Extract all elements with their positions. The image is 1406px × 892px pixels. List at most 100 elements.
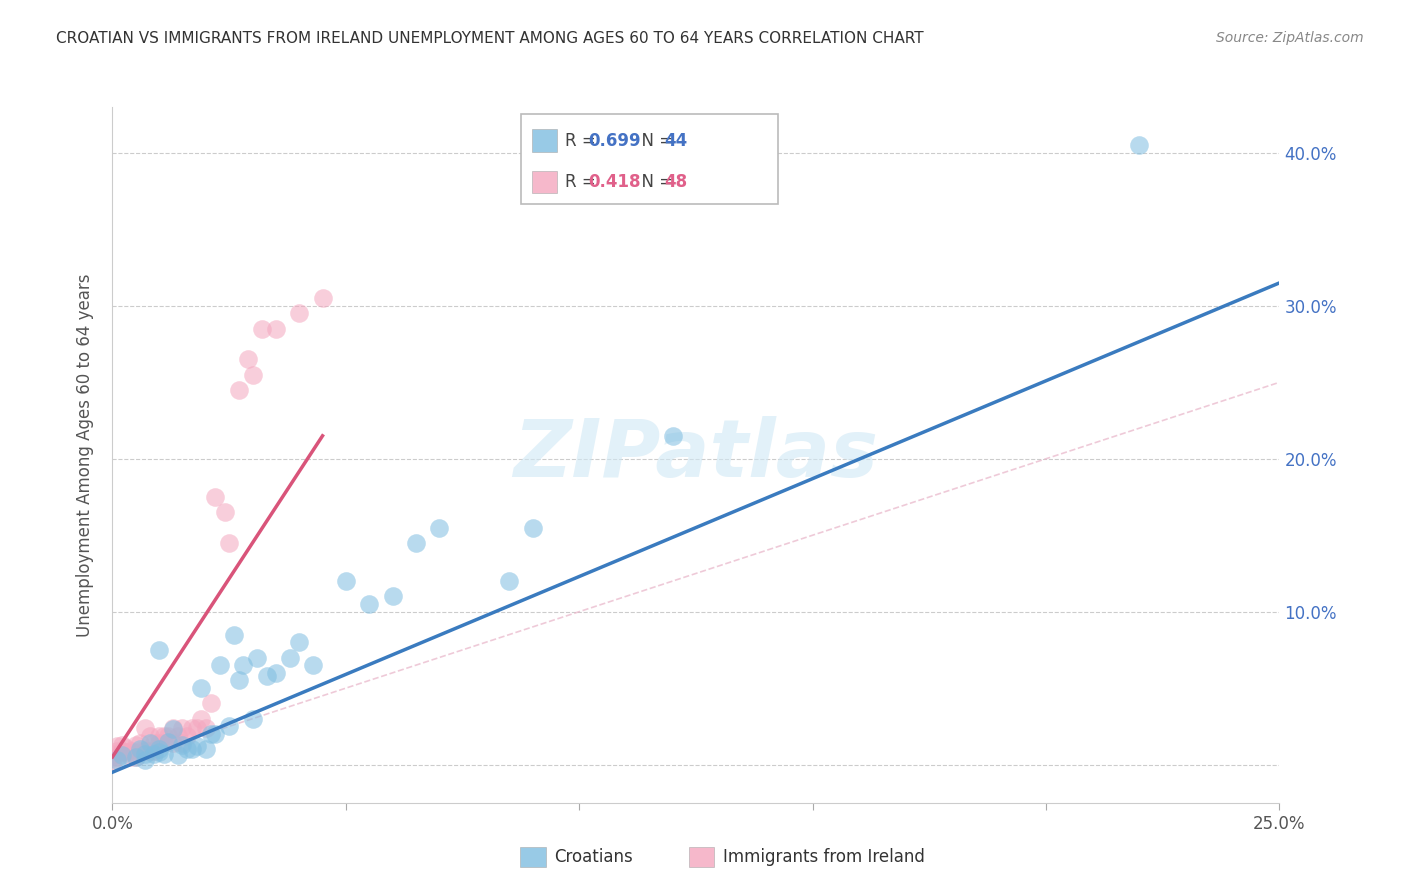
Point bbox=[190, 681, 212, 695]
Point bbox=[105, 750, 128, 764]
Text: N =: N = bbox=[630, 173, 678, 191]
Point bbox=[143, 736, 166, 750]
Point bbox=[111, 744, 134, 758]
Point bbox=[153, 736, 176, 750]
Point bbox=[228, 383, 250, 397]
Point bbox=[218, 719, 240, 733]
Point bbox=[200, 697, 222, 711]
Point bbox=[405, 536, 427, 550]
Point bbox=[125, 750, 148, 764]
Point bbox=[148, 729, 170, 743]
Point bbox=[222, 627, 245, 641]
Text: R =: R = bbox=[565, 132, 600, 150]
Point bbox=[129, 742, 152, 756]
Point bbox=[153, 729, 176, 743]
Point bbox=[172, 738, 194, 752]
Point bbox=[162, 736, 184, 750]
Point bbox=[176, 742, 198, 756]
Point bbox=[232, 658, 254, 673]
Point bbox=[498, 574, 520, 588]
Point bbox=[190, 712, 212, 726]
Text: R =: R = bbox=[565, 173, 600, 191]
Point bbox=[194, 721, 217, 735]
Point bbox=[381, 590, 404, 604]
Point bbox=[157, 729, 180, 743]
Point bbox=[228, 673, 250, 688]
Text: Croatians: Croatians bbox=[554, 848, 633, 866]
Text: Immigrants from Ireland: Immigrants from Ireland bbox=[723, 848, 925, 866]
Point bbox=[105, 739, 128, 754]
Point bbox=[661, 429, 683, 443]
Point bbox=[522, 520, 544, 534]
Point bbox=[125, 750, 148, 764]
Point bbox=[143, 744, 166, 758]
Point bbox=[148, 745, 170, 759]
Point bbox=[180, 721, 202, 735]
Point bbox=[162, 721, 184, 735]
Text: Source: ZipAtlas.com: Source: ZipAtlas.com bbox=[1216, 31, 1364, 45]
Point bbox=[311, 291, 333, 305]
Point bbox=[264, 322, 287, 336]
Point bbox=[204, 490, 226, 504]
Point bbox=[111, 738, 134, 752]
Point bbox=[250, 322, 273, 336]
Point bbox=[148, 742, 170, 756]
Point bbox=[166, 729, 188, 743]
Point bbox=[129, 736, 152, 750]
Point bbox=[120, 744, 142, 758]
Point bbox=[101, 751, 124, 765]
Point bbox=[180, 742, 202, 756]
Point bbox=[176, 729, 198, 743]
Point bbox=[242, 368, 264, 382]
Point bbox=[111, 748, 134, 763]
Point bbox=[101, 755, 124, 769]
Text: 0.699: 0.699 bbox=[589, 132, 641, 150]
Point bbox=[186, 721, 208, 735]
Point bbox=[302, 658, 325, 673]
Text: 48: 48 bbox=[665, 173, 688, 191]
Point bbox=[208, 658, 231, 673]
Point bbox=[148, 643, 170, 657]
Point bbox=[288, 306, 311, 320]
Point bbox=[129, 744, 152, 758]
Point bbox=[288, 635, 311, 649]
Point bbox=[139, 736, 162, 750]
Point bbox=[194, 742, 217, 756]
Point bbox=[172, 736, 194, 750]
Point bbox=[134, 747, 156, 761]
Text: ZIPatlas: ZIPatlas bbox=[513, 416, 879, 494]
Text: N =: N = bbox=[630, 132, 678, 150]
Point bbox=[256, 669, 278, 683]
Point bbox=[214, 505, 236, 519]
Point bbox=[105, 753, 128, 767]
Point bbox=[139, 744, 162, 758]
Text: 0.418: 0.418 bbox=[589, 173, 641, 191]
Point bbox=[157, 734, 180, 748]
Point bbox=[162, 723, 184, 737]
Point bbox=[172, 721, 194, 735]
Point bbox=[115, 745, 138, 759]
Y-axis label: Unemployment Among Ages 60 to 64 years: Unemployment Among Ages 60 to 64 years bbox=[76, 273, 94, 637]
Point bbox=[166, 748, 188, 763]
Point bbox=[148, 736, 170, 750]
Point bbox=[143, 747, 166, 761]
Point bbox=[246, 650, 269, 665]
Text: 44: 44 bbox=[665, 132, 688, 150]
Point bbox=[264, 665, 287, 680]
Point bbox=[153, 747, 176, 761]
Point bbox=[218, 536, 240, 550]
Point bbox=[204, 727, 226, 741]
Point bbox=[236, 352, 259, 367]
Text: CROATIAN VS IMMIGRANTS FROM IRELAND UNEMPLOYMENT AMONG AGES 60 TO 64 YEARS CORRE: CROATIAN VS IMMIGRANTS FROM IRELAND UNEM… bbox=[56, 31, 924, 46]
Point bbox=[427, 520, 450, 534]
Point bbox=[134, 753, 156, 767]
Point bbox=[186, 739, 208, 754]
Point bbox=[1128, 138, 1150, 153]
Point bbox=[278, 650, 301, 665]
Point bbox=[134, 744, 156, 758]
Point bbox=[134, 721, 156, 735]
Point bbox=[335, 574, 357, 588]
Point bbox=[200, 727, 222, 741]
Point bbox=[242, 712, 264, 726]
Point bbox=[115, 740, 138, 755]
